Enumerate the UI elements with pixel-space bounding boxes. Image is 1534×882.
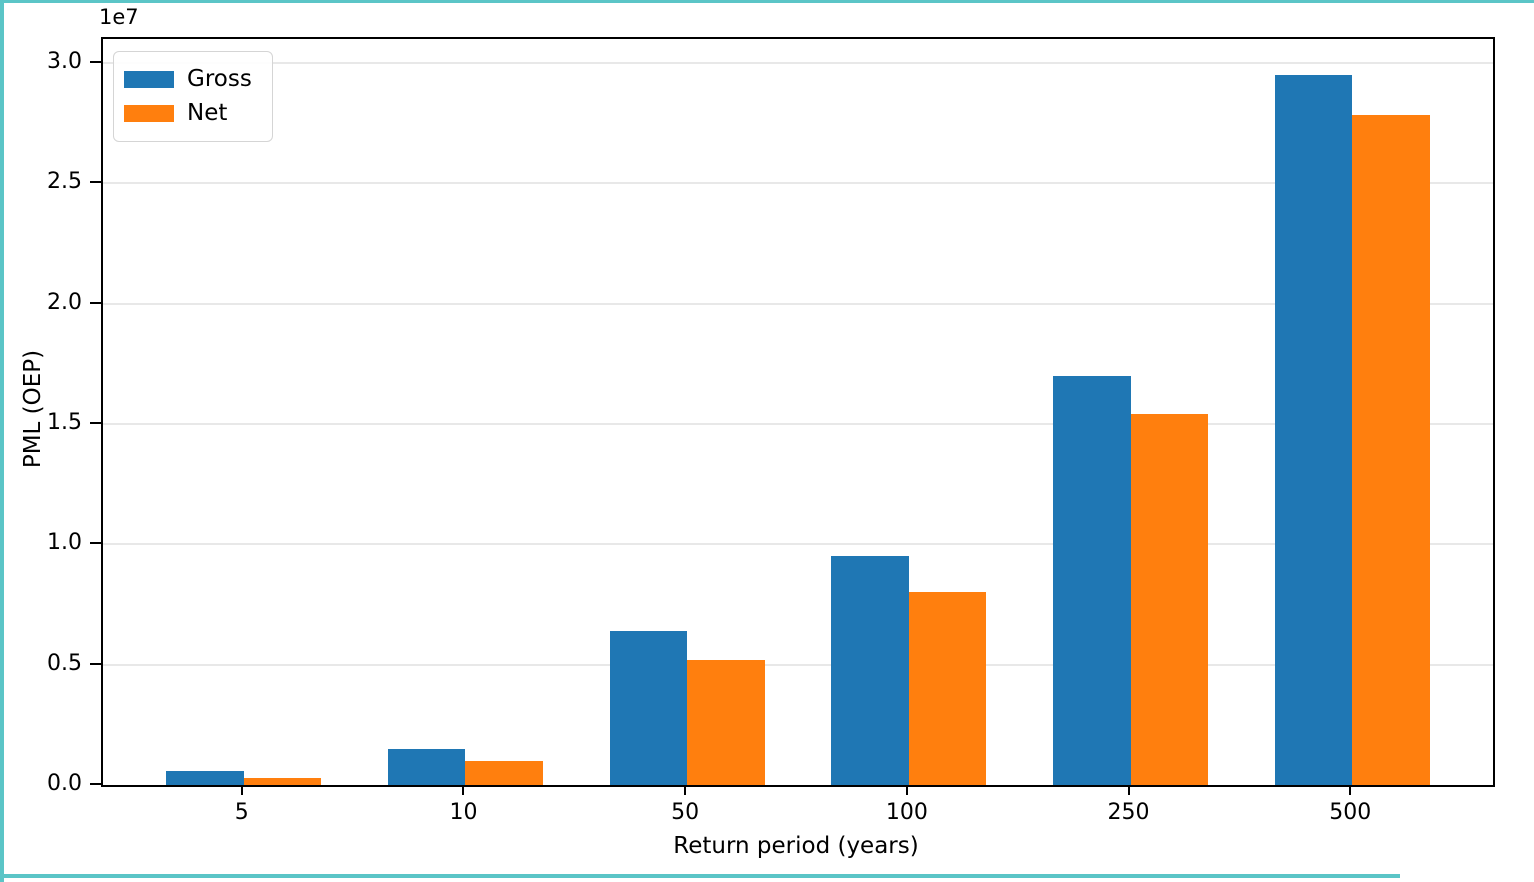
y-tick-mark	[90, 542, 101, 545]
gridline	[103, 543, 1493, 546]
legend-label-net: Net	[187, 100, 228, 126]
legend-item-gross: Gross	[124, 64, 258, 95]
legend-swatch-net	[124, 105, 174, 122]
y-tick-label: 2.0	[47, 289, 82, 315]
plot-area	[101, 37, 1495, 787]
y-tick-label: 0.0	[47, 771, 82, 796]
y-tick-mark	[90, 181, 101, 184]
y-tick-mark	[90, 301, 101, 304]
x-tick-mark	[462, 785, 465, 795]
y-axis-offset-label: 1e7	[99, 5, 139, 29]
legend-swatch-gross	[124, 71, 174, 88]
y-tick-mark	[90, 422, 101, 425]
accent-border-top	[0, 0, 1534, 3]
legend-item-net: Net	[124, 98, 258, 129]
bar-gross-50	[609, 631, 688, 785]
x-tick-label: 500	[1329, 800, 1372, 825]
legend: Gross Net	[113, 51, 273, 142]
bar-net-10	[465, 760, 544, 785]
x-axis-title: Return period (years)	[673, 833, 919, 859]
legend-label-gross: Gross	[187, 66, 252, 92]
x-tick-label: 250	[1107, 800, 1150, 825]
x-tick-label: 10	[449, 800, 478, 825]
y-tick-mark	[90, 783, 101, 785]
x-tick-label: 5	[234, 800, 249, 825]
x-tick-label: 100	[885, 800, 928, 825]
bar-gross-5	[166, 770, 244, 785]
gridline	[103, 302, 1493, 305]
bar-net-50	[687, 659, 765, 785]
y-tick-label: 2.5	[47, 169, 82, 195]
bar-net-250	[1130, 414, 1209, 785]
bar-net-500	[1352, 114, 1430, 785]
bar-gross-100	[831, 556, 909, 785]
gridline	[103, 423, 1493, 426]
bar-net-100	[908, 592, 987, 785]
x-tick-mark	[684, 785, 687, 795]
y-tick-label: 1.0	[47, 530, 82, 556]
bar-gross-500	[1274, 75, 1353, 785]
bar-net-5	[243, 777, 322, 785]
accent-border-left	[0, 2, 4, 882]
accent-border-bottom	[0, 874, 1400, 878]
y-tick-label: 1.5	[47, 410, 82, 436]
x-tick-mark	[905, 785, 908, 795]
bar-gross-250	[1052, 375, 1131, 785]
x-tick-mark	[240, 785, 243, 795]
y-tick-mark	[90, 662, 101, 665]
x-tick-mark	[1127, 785, 1130, 795]
y-tick-mark	[90, 61, 101, 64]
bar-gross-10	[387, 748, 466, 785]
x-tick-label: 50	[671, 800, 700, 825]
gridline	[103, 663, 1493, 666]
y-tick-label: 0.5	[47, 650, 82, 676]
gridline	[103, 62, 1493, 65]
x-tick-mark	[1349, 785, 1352, 795]
gridline	[103, 182, 1493, 185]
y-tick-label: 3.0	[47, 49, 82, 75]
